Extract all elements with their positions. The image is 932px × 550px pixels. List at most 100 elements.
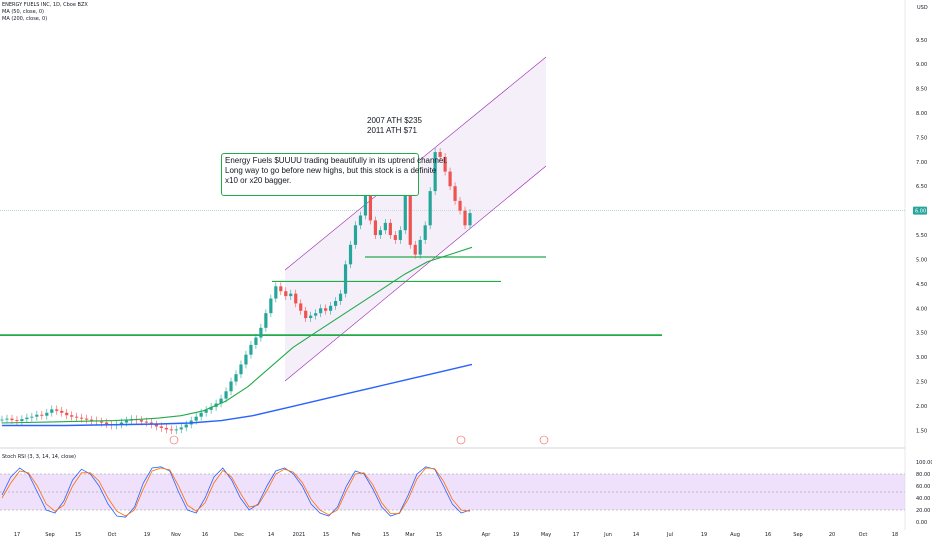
stoch-rsi-legend[interactable]: Stoch RSI (3, 3, 14, 14, close) bbox=[2, 454, 76, 460]
candle-body bbox=[309, 315, 313, 319]
trend-note-line-3: x10 or x20 bagger. bbox=[225, 176, 292, 185]
x-tick-label: 15 bbox=[323, 532, 329, 538]
candle-body bbox=[463, 210, 467, 226]
stoch-k-line bbox=[1, 466, 471, 518]
y-tick-label: 7.50 bbox=[916, 135, 927, 141]
osc-tick-label: 20.00 bbox=[916, 508, 930, 514]
osc-tick-label: 40.00 bbox=[916, 496, 930, 502]
ath-2007-note[interactable]: 2007 ATH $235 bbox=[367, 116, 423, 125]
osc-tick-label: 80.00 bbox=[916, 472, 930, 478]
candle-body bbox=[274, 286, 278, 299]
price-axis[interactable]: 9.50 9.00 8.50 8.00 7.50 7.00 6.50 6.00 5.50 5.00… bbox=[904, 0, 932, 530]
candle-body bbox=[154, 424, 158, 427]
candle-body bbox=[418, 239, 422, 255]
candle-body bbox=[314, 313, 318, 316]
y-tick-label: 4.00 bbox=[916, 306, 927, 312]
x-tick-label: Aug bbox=[730, 532, 740, 538]
ath-2011-note[interactable]: 2011 ATH $71 bbox=[367, 126, 417, 135]
x-tick-label: 17 bbox=[573, 532, 579, 538]
x-tick-label: 2021 bbox=[293, 532, 306, 538]
candle-body bbox=[0, 419, 4, 421]
candle-body bbox=[249, 344, 253, 355]
candle-body bbox=[30, 416, 34, 418]
candle-body bbox=[209, 406, 213, 410]
x-tick-label: Nov bbox=[171, 532, 181, 538]
candle-body bbox=[413, 244, 417, 255]
candle-body bbox=[99, 421, 104, 423]
candle-body bbox=[363, 196, 368, 216]
ma200-line bbox=[2, 363, 473, 427]
candle-body bbox=[453, 186, 457, 201]
candle-body bbox=[443, 156, 447, 172]
candle-body bbox=[144, 421, 148, 423]
candle-body bbox=[204, 409, 208, 413]
candle-body bbox=[403, 191, 407, 231]
candle-body bbox=[85, 418, 89, 420]
candle-body bbox=[373, 220, 378, 236]
candle-body bbox=[433, 152, 437, 192]
candle-body bbox=[229, 381, 233, 392]
candle-body bbox=[45, 412, 49, 416]
candle-body bbox=[179, 427, 183, 430]
candle-body bbox=[264, 313, 268, 328]
candle-body bbox=[119, 422, 124, 425]
candle-body bbox=[174, 429, 178, 431]
x-tick-label: 19 bbox=[144, 532, 150, 538]
x-tick-label: 15 bbox=[75, 532, 81, 538]
candle-body bbox=[393, 235, 397, 240]
candle-body bbox=[25, 417, 29, 420]
time-axis[interactable]: 17 Sep 15 Oct 19 Nov 16 Dec 14 2021 15 Feb 15 Mar 15 Ap… bbox=[14, 532, 898, 538]
y-tick-label: 1.50 bbox=[916, 428, 927, 434]
last-price-badge bbox=[913, 206, 927, 215]
x-tick-label: 17 bbox=[14, 532, 20, 538]
x-tick-label: 15 bbox=[436, 532, 442, 538]
x-tick-label: 14 bbox=[633, 532, 639, 538]
candle-body bbox=[219, 398, 223, 404]
candle-body bbox=[353, 225, 358, 245]
candle-body bbox=[239, 364, 243, 375]
y-tick-label: 2.50 bbox=[916, 380, 927, 386]
candle-body bbox=[5, 418, 9, 420]
candle-body bbox=[159, 426, 163, 428]
x-tick-label: Feb bbox=[352, 532, 361, 538]
candle-body bbox=[169, 429, 173, 431]
candle-body bbox=[244, 354, 248, 365]
candle-body bbox=[423, 225, 427, 240]
y-tick-label: 6.50 bbox=[916, 184, 927, 190]
ma50-legend[interactable]: MA (50, close, 0) bbox=[2, 9, 45, 15]
candle-body bbox=[139, 420, 144, 422]
candle-body bbox=[299, 303, 303, 311]
osc-tick-label: 60.00 bbox=[916, 484, 930, 490]
y-tick-label: 2.00 bbox=[916, 404, 927, 410]
y-tick-label: 8.00 bbox=[916, 111, 927, 117]
candle-body bbox=[75, 416, 79, 418]
x-tick-label: Oct bbox=[108, 532, 117, 538]
candle-body bbox=[448, 171, 452, 187]
earnings-event-icon bbox=[539, 435, 549, 445]
candle-body bbox=[438, 152, 442, 157]
candle-body bbox=[343, 264, 348, 294]
trend-note-callout[interactable]: Energy Fuels $UUUU trading beautifully i… bbox=[221, 153, 447, 196]
candle-body bbox=[80, 417, 84, 419]
price-pane[interactable] bbox=[0, 56, 905, 449]
x-tick-label: 20 bbox=[829, 532, 835, 538]
candle-body bbox=[35, 414, 39, 417]
candle-body bbox=[289, 293, 293, 297]
ma200-legend[interactable]: MA (200, close, 0) bbox=[2, 16, 48, 22]
candle-body bbox=[388, 222, 392, 236]
channel-lower-line bbox=[284, 165, 547, 382]
candle-body bbox=[254, 337, 258, 345]
x-tick-label: 19 bbox=[701, 532, 707, 538]
stoch-rsi-pane[interactable] bbox=[0, 466, 905, 518]
candle-body bbox=[65, 412, 69, 416]
candle-body bbox=[124, 420, 129, 423]
stoch-d-line bbox=[1, 467, 471, 517]
y-tick-label: 4.50 bbox=[916, 282, 927, 288]
candle-body bbox=[398, 230, 402, 240]
candle-body bbox=[269, 298, 273, 314]
candle-body bbox=[90, 419, 94, 421]
candle-body bbox=[20, 419, 24, 422]
candle-body bbox=[294, 293, 298, 304]
candle-body bbox=[279, 286, 283, 292]
